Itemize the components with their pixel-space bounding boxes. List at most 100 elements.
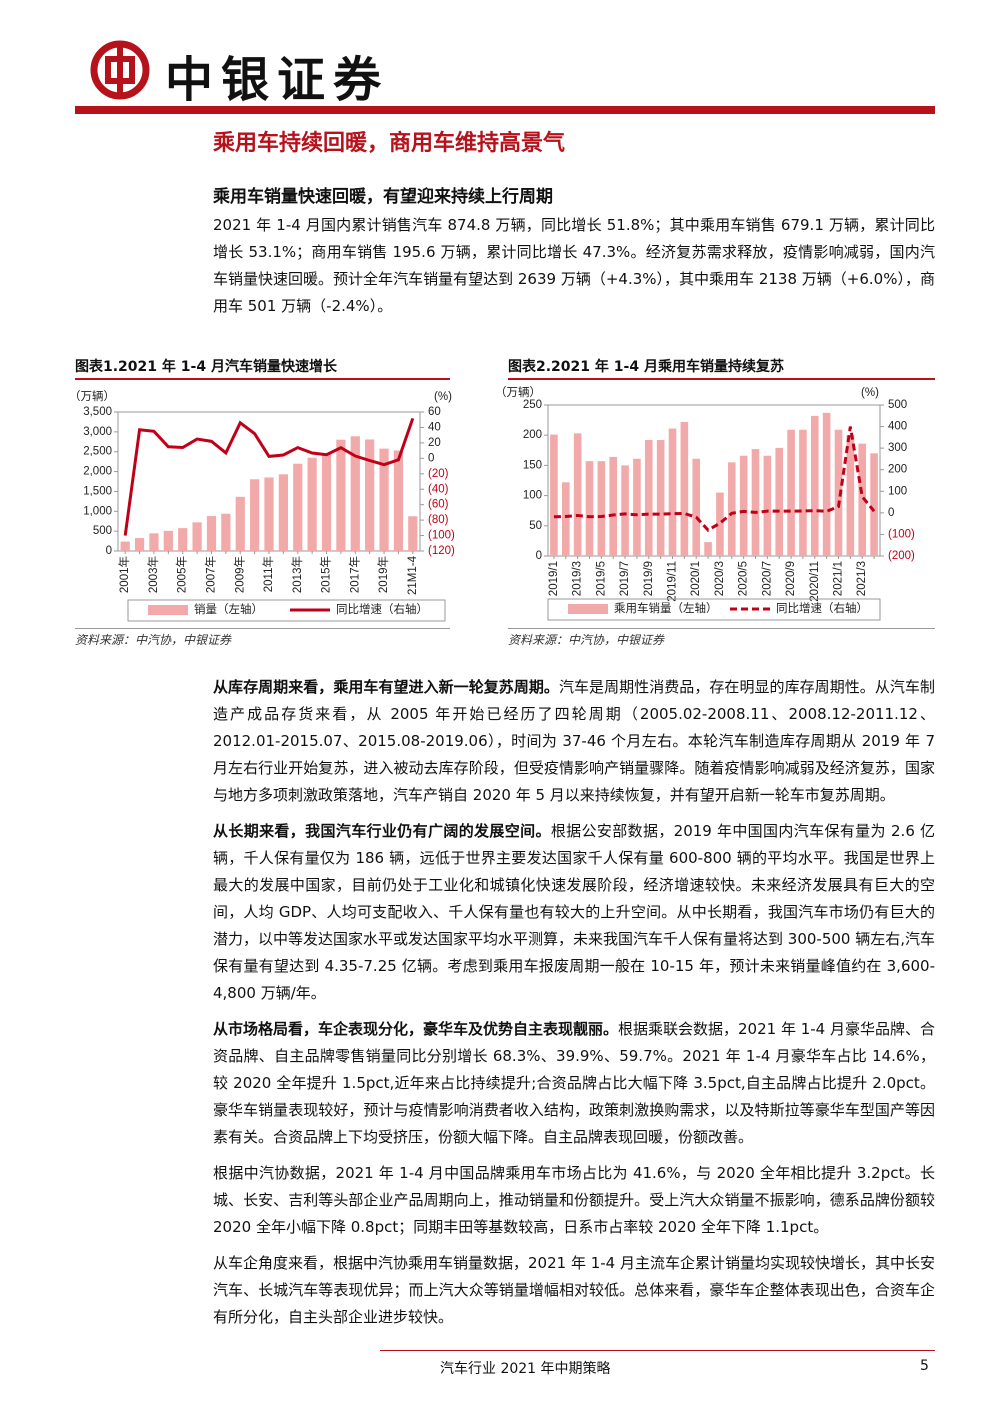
bar	[293, 463, 303, 551]
paragraph-text: 根据中汽协数据，2021 年 1-4 月中国品牌乘用车市场占比为 41.6%，与…	[213, 1164, 935, 1236]
y-tick-label: 0	[536, 550, 542, 562]
x-tick-label: 2020/11	[809, 561, 821, 602]
bar	[858, 443, 867, 556]
bar	[206, 516, 217, 551]
bar	[680, 421, 689, 556]
x-tick-label: 2019/5	[595, 561, 607, 596]
x-tick-label: 2011年	[261, 556, 275, 592]
bar	[668, 428, 677, 556]
bar	[573, 433, 582, 556]
bar	[307, 457, 317, 551]
y2-tick-label: 200	[888, 464, 907, 476]
bar	[810, 415, 819, 556]
bar	[561, 482, 570, 556]
x-tick-label: 2020/5	[738, 561, 750, 596]
bar	[192, 522, 202, 551]
y-tick-label: 200	[523, 429, 542, 441]
bar	[834, 429, 843, 556]
x-tick-label: 2009年	[232, 556, 246, 593]
y2-tick-label: 100	[888, 485, 907, 497]
x-tick-label: 2021/1	[833, 561, 845, 596]
bar	[716, 492, 724, 556]
bar	[585, 461, 594, 556]
x-tick-label: 21M1-4	[407, 555, 419, 595]
figure-rule	[508, 378, 935, 380]
bar	[264, 477, 274, 551]
paragraph-text: 从车企角度来看，根据中汽协乘用车销量数据，2021 年 1-4 月主流车企累计销…	[213, 1254, 935, 1326]
y2-tick-label: 400	[888, 421, 907, 433]
bar	[408, 516, 418, 551]
x-tick-label: 2020/9	[785, 561, 797, 596]
bar	[278, 474, 288, 551]
y2-tick-label: 40	[428, 421, 441, 433]
x-tick-label: 2019年	[376, 556, 390, 593]
section-title: 乘用车持续回暖，商用车维持高景气	[213, 131, 566, 156]
bar	[644, 440, 653, 556]
bar	[163, 530, 173, 551]
y-tick-label: 250	[523, 399, 542, 411]
footer-rule	[380, 1350, 935, 1351]
paragraph: 从市场格局看，车企表现分化，豪华车及优势自主表现靓丽。根据乘联会数据，2021 …	[213, 1016, 935, 1151]
bar	[692, 458, 701, 556]
legend-box	[547, 598, 881, 621]
x-tick-label: 2013年	[290, 556, 304, 593]
x-tick-label: 2020/7	[761, 561, 773, 596]
bar	[739, 455, 748, 556]
bar	[336, 439, 346, 551]
bar	[250, 479, 260, 551]
bar	[597, 461, 606, 556]
x-tick-label: 2019/1	[548, 561, 560, 596]
y2-tick-label: 0	[888, 507, 894, 519]
bar	[321, 453, 332, 551]
x-tick-label: 2019/3	[572, 561, 584, 596]
bar	[235, 496, 245, 551]
bar	[763, 455, 772, 556]
line-series	[123, 417, 415, 536]
x-tick-label: 2019/11	[667, 561, 679, 602]
line-series	[553, 426, 876, 533]
y2-axis-unit: (%)	[861, 387, 879, 399]
paragraph-text: 根据公安部数据，2019 年中国国内汽车保有量为 2.6 亿辆，千人保有量仅为 …	[213, 822, 935, 1002]
paragraph-text: 根据乘联会数据，2021 年 1-4 月豪华品牌、合资品牌、自主品牌零售销量同比…	[213, 1020, 935, 1146]
bar	[775, 447, 784, 556]
x-tick-label: 2019/9	[643, 561, 655, 596]
y2-axis-unit: (%)	[434, 391, 452, 403]
bar	[704, 542, 712, 556]
bar	[393, 450, 404, 551]
x-tick-label: 2005年	[175, 556, 189, 593]
bar	[120, 541, 130, 551]
bar	[609, 456, 618, 556]
y2-tick-label: (60)	[428, 499, 449, 511]
header-rule	[75, 106, 935, 114]
y-axis-unit: （万辆）	[69, 389, 115, 403]
subtitle: 乘用车销量快速回暖，有望迎来持续上行周期	[213, 187, 553, 207]
bar	[365, 439, 375, 551]
y-tick-label: 150	[523, 459, 542, 471]
legend-label: 乘用车销量（左轴）	[614, 601, 718, 615]
bar	[799, 429, 807, 556]
bar	[656, 440, 665, 556]
y-tick-label: 1,000	[83, 505, 112, 517]
legend-swatch	[568, 604, 608, 614]
paragraph: 根据中汽协数据，2021 年 1-4 月中国品牌乘用车市场占比为 41.6%，与…	[213, 1160, 935, 1241]
x-tick-label: 2019/7	[619, 561, 631, 596]
bar	[221, 513, 231, 551]
logo-emblem	[90, 40, 150, 100]
y-tick-label: 50	[529, 520, 542, 532]
y2-tick-label: 0	[428, 452, 434, 464]
y2-tick-label: (40)	[428, 483, 449, 495]
lead-sentence: 从库存周期来看，乘用车有望进入新一轮复苏周期。	[213, 678, 559, 696]
y-axis-unit: （万辆）	[495, 385, 541, 399]
x-tick-label: 2015年	[319, 556, 333, 593]
legend-label: 销量（左轴）	[194, 602, 263, 616]
y2-tick-label: (80)	[428, 514, 449, 526]
x-tick-label: 2003年	[146, 556, 160, 593]
bar	[787, 429, 795, 556]
y2-tick-label: 500	[888, 399, 907, 411]
paragraph: 从库存周期来看，乘用车有望进入新一轮复苏周期。汽车是周期性消费品，存在明显的库存…	[213, 674, 935, 809]
x-tick-label: 2021/3	[856, 561, 868, 596]
page-number: 5	[920, 1358, 929, 1374]
x-tick-label: 2020/3	[714, 561, 726, 596]
y2-tick-label: 60	[428, 406, 441, 418]
